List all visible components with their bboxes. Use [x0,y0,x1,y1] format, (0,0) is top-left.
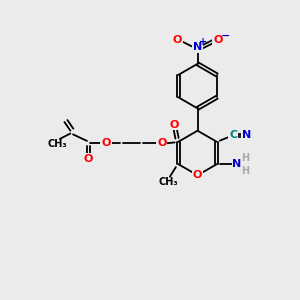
Text: O: O [101,138,111,148]
Text: CH₃: CH₃ [47,139,67,149]
Text: N: N [232,159,242,169]
Text: O: O [83,154,93,164]
Text: O: O [213,35,223,45]
Text: H: H [241,153,250,163]
Text: +: + [200,37,208,46]
Text: O: O [157,138,167,148]
Text: −: − [221,31,230,41]
Text: O: O [169,120,178,130]
Text: O: O [173,35,182,45]
Text: CH₃: CH₃ [159,177,178,187]
Text: C: C [229,130,237,140]
Text: N: N [193,43,202,52]
Text: O: O [193,170,202,180]
Text: H: H [241,166,250,176]
Text: N: N [242,130,251,140]
